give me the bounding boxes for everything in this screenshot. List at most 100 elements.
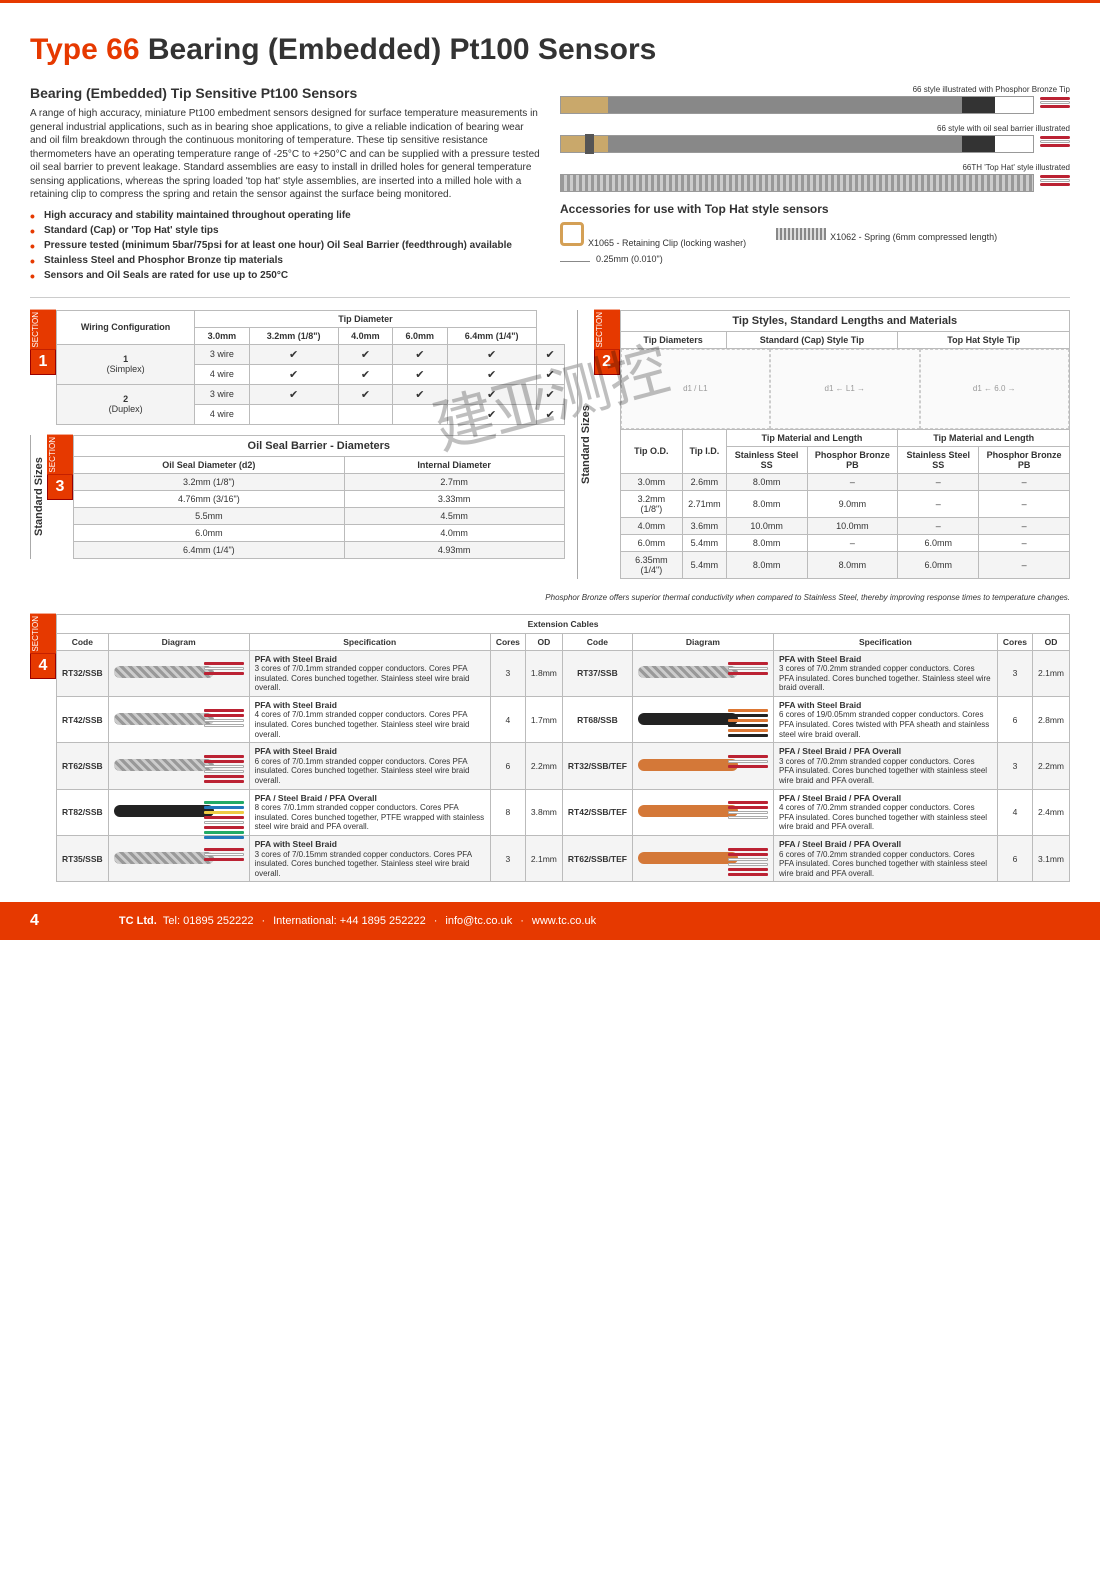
s1-wiring-head: Wiring Configuration — [57, 310, 195, 344]
ext-spec: PFA / Steel Braid / PFA Overall6 cores o… — [773, 836, 997, 882]
intro-paragraph: A range of high accuracy, miniature Pt10… — [30, 107, 540, 202]
s4-h9: Cores — [997, 633, 1032, 650]
s2-c0: Tip O.D. — [620, 429, 683, 473]
acc-thickness: 0.25mm (0.010") — [596, 254, 663, 264]
s4-h6: Code — [562, 633, 632, 650]
s2-title: Tip Styles, Standard Lengths and Materia… — [620, 310, 1069, 331]
s2-cell: 8.0mm — [726, 473, 807, 490]
ext-diagram-cell — [632, 789, 773, 835]
badge-3: 3 — [47, 474, 73, 500]
standard-sizes-label: Standard Sizes — [577, 310, 594, 579]
page-footer: 4 TC Ltd. Tel: 01895 252222· Internation… — [0, 902, 1100, 940]
ext-spec: PFA / Steel Braid / PFA Overall8 cores 7… — [249, 789, 490, 835]
s3-cell: 4.5mm — [344, 507, 564, 524]
acc-x1065: X1065 - Retaining Clip (locking washer) — [588, 238, 746, 248]
footer-email: info@tc.co.uk — [445, 915, 512, 927]
ext-cores: 3 — [997, 743, 1032, 789]
badge-2: 2 — [594, 349, 620, 375]
ext-od: 2.8mm — [1033, 696, 1070, 742]
s3-cell: 4.0mm — [344, 524, 564, 541]
s2-c1: Tip I.D. — [683, 429, 727, 473]
s1-tipdia-head: Tip Diameter — [195, 310, 537, 327]
cable-diagram — [114, 703, 244, 735]
s2-cell: 10.0mm — [807, 517, 898, 534]
s4-h4: Cores — [490, 633, 525, 650]
ext-code: RT42/SSB/TEF — [562, 789, 632, 835]
ext-spec: PFA with Steel Braid3 cores of 7/0.15mm … — [249, 836, 490, 882]
wires-icon — [1040, 96, 1070, 114]
s2-c3: Phosphor Bronze PB — [807, 446, 898, 473]
ext-code: RT62/SSB/TEF — [562, 836, 632, 882]
badge-4: 4 — [30, 653, 56, 679]
sensor-illus-a — [560, 96, 1034, 114]
tophat-diagram: d1 ← 6.0 → — [920, 349, 1069, 429]
sensor-illus-b — [560, 135, 1034, 153]
illus-a-label: 66 style illustrated with Phosphor Bronz… — [560, 85, 1070, 94]
gear-icon — [560, 222, 584, 246]
s1-cell — [393, 364, 447, 384]
s1-wire-label: 4 wire — [195, 404, 249, 424]
s3-title: Oil Seal Barrier - Diameters — [74, 435, 565, 456]
ext-diagram-cell — [108, 696, 249, 742]
page-title: Type 66 Bearing (Embedded) Pt100 Sensors — [30, 33, 1070, 67]
s1-cell — [249, 344, 338, 364]
wires-icon — [1040, 174, 1070, 192]
ext-code: RT62/SSB — [57, 743, 109, 789]
intro-bullets: High accuracy and stability maintained t… — [30, 210, 540, 281]
s2-cell: 4.0mm — [620, 517, 683, 534]
ext-code: RT32/SSB/TEF — [562, 743, 632, 789]
s3-cell: 3.2mm (1/8") — [74, 473, 345, 490]
s2-cell: – — [979, 551, 1070, 578]
s1-wire-label: 4 wire — [195, 364, 249, 384]
s4-h7: Diagram — [632, 633, 773, 650]
ext-diagram-cell — [632, 836, 773, 882]
illus-b-label: 66 style with oil seal barrier illustrat… — [560, 124, 1070, 133]
accessories-heading: Accessories for use with Top Hat style s… — [560, 202, 1070, 216]
ext-od: 2.2mm — [1033, 743, 1070, 789]
badge-1: 1 — [30, 349, 56, 375]
ext-cores: 6 — [997, 696, 1032, 742]
bullet-item: Stainless Steel and Phosphor Bronze tip … — [30, 255, 540, 266]
s2-c5: Phosphor Bronze PB — [979, 446, 1070, 473]
s2-cell: – — [979, 517, 1070, 534]
s3-cell: 2.7mm — [344, 473, 564, 490]
ext-od: 2.1mm — [525, 836, 562, 882]
section-2: Standard Sizes SECTION2 Tip Styles, Stan… — [577, 310, 1070, 579]
ext-cores: 6 — [997, 836, 1032, 882]
s4-h8: Specification — [773, 633, 997, 650]
ext-spec: PFA with Steel Braid6 cores of 7/0.1mm s… — [249, 743, 490, 789]
s2-g2: Tip Material and Length — [898, 429, 1070, 446]
phosphor-note: Phosphor Bronze offers superior thermal … — [30, 593, 1070, 602]
ext-diagram-cell — [108, 836, 249, 882]
s2-cell: 6.0mm — [898, 551, 979, 578]
cable-diagram — [114, 749, 244, 781]
s2-cell: 6.0mm — [620, 534, 683, 551]
s2-cell: – — [979, 490, 1070, 517]
s2-g1: Tip Material and Length — [726, 429, 898, 446]
s1-cell — [249, 384, 338, 404]
s1-cell — [393, 404, 447, 424]
s3-cell: 3.33mm — [344, 490, 564, 507]
cable-diagram — [638, 749, 768, 781]
s2-sub2: Standard (Cap) Style Tip — [726, 331, 898, 348]
s4-h3: Specification — [249, 633, 490, 650]
s2-cell: 5.4mm — [683, 551, 727, 578]
ext-spec: PFA / Steel Braid / PFA Overall3 cores o… — [773, 743, 997, 789]
footer-company: TC Ltd. — [119, 915, 157, 927]
s4-title: Extension Cables — [57, 614, 1070, 633]
ext-od: 1.8mm — [525, 650, 562, 696]
cable-diagram — [114, 656, 244, 688]
intro-section: Bearing (Embedded) Tip Sensitive Pt100 S… — [30, 85, 1070, 298]
s2-cell: 5.4mm — [683, 534, 727, 551]
illus-c-label: 66TH 'Top Hat' style illustrated — [560, 163, 1070, 172]
s2-cell: 8.0mm — [726, 534, 807, 551]
s1-cell — [447, 364, 536, 384]
ext-spec: PFA / Steel Braid / PFA Overall4 cores o… — [773, 789, 997, 835]
s3-cell: 6.0mm — [74, 524, 345, 541]
ext-diagram-cell — [108, 789, 249, 835]
s1-cell — [338, 364, 392, 384]
s2-cell: – — [807, 473, 898, 490]
cable-diagram — [638, 842, 768, 874]
ext-cores: 3 — [490, 650, 525, 696]
ext-code: RT42/SSB — [57, 696, 109, 742]
